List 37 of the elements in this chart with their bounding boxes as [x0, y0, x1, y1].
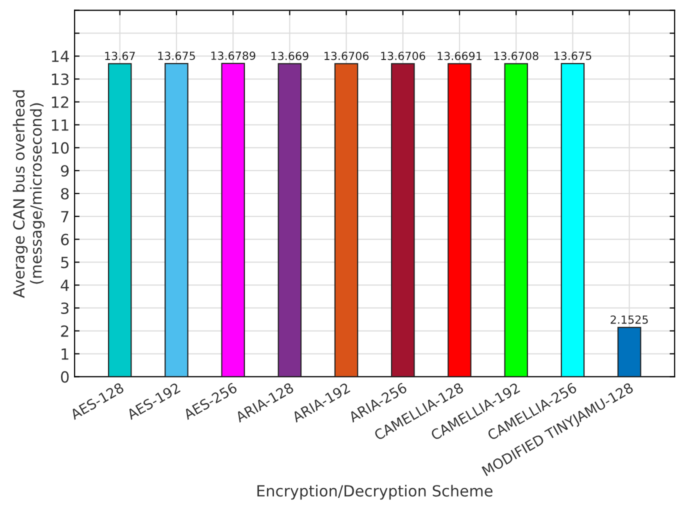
- y-tick-label: 1: [62, 348, 68, 360]
- data-label: 13.669: [271, 52, 308, 60]
- bar: [108, 63, 132, 377]
- bar: [617, 326, 642, 377]
- y-tick-label: 2: [61, 325, 68, 337]
- data-label: 13.67: [105, 52, 135, 60]
- data-label: 13.6706: [381, 52, 426, 60]
- y-tick-label: 3: [61, 302, 68, 314]
- y-tick-label: 7: [61, 211, 68, 222]
- y-tick-label: 4: [60, 280, 69, 291]
- y-tick-label: 0: [61, 371, 69, 383]
- y-axis-title: Average CAN bus overhead (message/microsecond): [12, 90, 45, 298]
- bar: [560, 63, 585, 377]
- bar: [448, 63, 472, 377]
- y-tick-label: 10: [52, 142, 69, 154]
- y-tick-label: 11: [52, 119, 68, 131]
- y-tick-label: 14: [52, 50, 69, 62]
- y-tick-label: 13: [52, 73, 68, 86]
- y-tick-label: 5: [61, 256, 68, 268]
- y-tick-label: 6: [61, 234, 69, 246]
- data-label: 13.6708: [494, 52, 538, 60]
- y-tick-label: 12: [52, 96, 68, 108]
- bar: [278, 63, 302, 377]
- data-label: 13.675: [158, 52, 195, 60]
- y-tick-label: 8: [61, 188, 69, 200]
- data-label: 13.6706: [324, 52, 369, 60]
- x-axis-title: Encryption/Decryption Scheme: [257, 484, 492, 500]
- data-label: 13.675: [554, 52, 592, 60]
- data-label: 2.1525: [610, 315, 648, 324]
- data-label: 13.6691: [438, 52, 482, 60]
- data-label: 13.6789: [211, 52, 256, 60]
- bar: [164, 63, 188, 377]
- y-tick-label: 9: [60, 165, 69, 177]
- bar: [221, 62, 245, 377]
- bar: [334, 63, 358, 377]
- bar: [391, 63, 415, 377]
- bar: [504, 63, 528, 377]
